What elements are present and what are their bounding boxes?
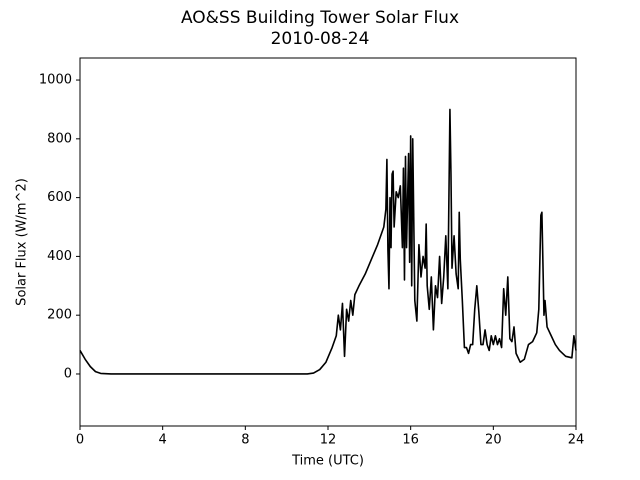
x-axis-label: Time (UTC) <box>291 454 364 469</box>
x-tick-label: 4 <box>159 433 167 448</box>
x-tick-label: 8 <box>241 433 249 448</box>
chart-title: AO&SS Building Tower Solar Flux <box>181 8 459 28</box>
y-axis-label: Solar Flux (W/m^2) <box>15 178 30 306</box>
data-line <box>79 108 577 375</box>
x-tick-label: 16 <box>402 433 419 448</box>
x-tick-label: 12 <box>320 433 337 448</box>
x-tick-label: 0 <box>76 433 84 448</box>
y-tick-label: 200 <box>47 308 72 323</box>
y-tick-label: 0 <box>64 366 72 381</box>
y-tick-label: 1000 <box>39 73 72 88</box>
y-tick-label: 400 <box>47 249 72 264</box>
y-tick-label: 600 <box>47 190 72 205</box>
x-tick-label: 24 <box>568 433 585 448</box>
x-tick-label: 20 <box>485 433 502 448</box>
plot-frame <box>79 57 577 427</box>
y-tick-label: 800 <box>47 131 72 146</box>
chart-subtitle: 2010-08-24 <box>271 29 370 49</box>
